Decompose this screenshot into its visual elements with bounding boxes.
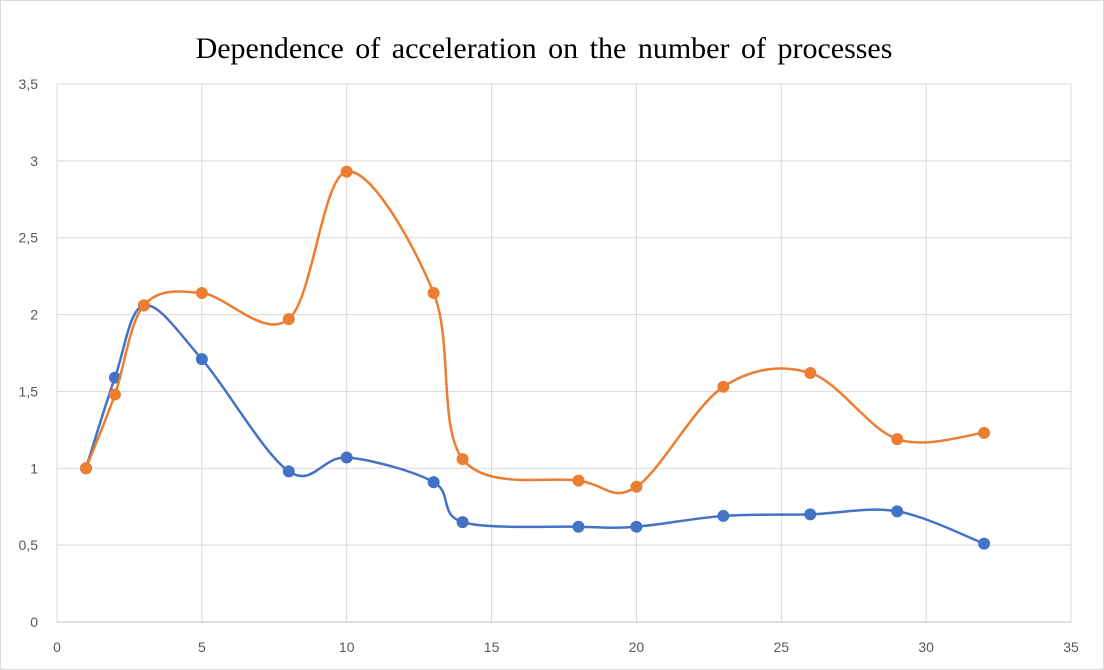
series-1-point xyxy=(195,353,208,366)
series-2-point xyxy=(456,453,469,466)
y-tick-label: 0,5 xyxy=(19,537,39,553)
series-2-point xyxy=(427,287,440,300)
series-2-point xyxy=(804,366,817,379)
x-tick-label: 10 xyxy=(339,639,355,655)
series-2-point xyxy=(630,480,643,493)
series-1-point xyxy=(427,476,440,489)
series-1-point xyxy=(572,520,585,533)
y-tick-label: 1 xyxy=(30,460,38,476)
y-tick-label: 3 xyxy=(30,153,38,169)
series-2-line xyxy=(84,170,986,495)
series-2-point xyxy=(137,299,150,312)
x-tick-label: 20 xyxy=(629,639,645,655)
series-2-point xyxy=(79,462,92,475)
series-1-point xyxy=(891,505,904,518)
series-2-point xyxy=(717,380,730,393)
series-1-point xyxy=(717,509,730,522)
series-1-point xyxy=(456,516,469,529)
x-tick-label: 15 xyxy=(484,639,500,655)
series-1-point xyxy=(630,520,643,533)
series-2-point xyxy=(891,433,904,446)
y-tick-label: 2,5 xyxy=(19,230,39,246)
series-1-point xyxy=(282,465,295,478)
y-tick-label: 3,5 xyxy=(19,76,39,92)
series-1-point xyxy=(804,508,817,521)
x-tick-label: 5 xyxy=(198,639,206,655)
x-tick-label: 0 xyxy=(53,639,61,655)
x-tick-label: 35 xyxy=(1063,639,1079,655)
y-tick-label: 1,5 xyxy=(19,383,39,399)
series-2-point xyxy=(340,165,353,178)
series-2-point xyxy=(195,287,208,300)
series-1-point xyxy=(978,537,991,550)
x-tick-label: 25 xyxy=(773,639,789,655)
series-2-point xyxy=(572,474,585,487)
series-2-point xyxy=(282,313,295,326)
series-1-point xyxy=(340,451,353,464)
chart-title: Dependence of acceleration on the number… xyxy=(195,32,893,65)
y-tick-label: 2 xyxy=(30,307,38,323)
series-2-point xyxy=(978,426,991,439)
y-tick-label: 0 xyxy=(30,614,38,630)
series-1-line xyxy=(84,304,986,545)
series-2-point xyxy=(108,388,121,401)
x-tick-label: 30 xyxy=(918,639,934,655)
